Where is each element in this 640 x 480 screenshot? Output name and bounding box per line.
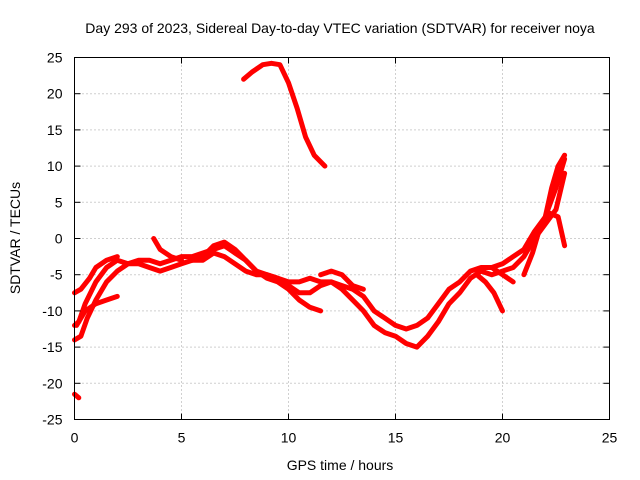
y-tick-label: 25 bbox=[47, 50, 63, 66]
y-tick-label: -10 bbox=[42, 303, 62, 319]
y-tick-label: 0 bbox=[55, 231, 63, 247]
series-arc-7 bbox=[318, 268, 366, 292]
x-tick-label: 15 bbox=[388, 430, 404, 446]
grid-lines bbox=[74, 57, 610, 420]
y-tick-label: 15 bbox=[47, 122, 63, 138]
y-tick-label: -25 bbox=[42, 412, 62, 428]
chart-title: Day 293 of 2023, Sidereal Day-to-day VTE… bbox=[85, 20, 595, 36]
y-tick-label: 20 bbox=[47, 86, 63, 102]
y-tick-label: -15 bbox=[42, 339, 62, 355]
series-arc-9 bbox=[474, 272, 505, 314]
series-arc-13 bbox=[72, 391, 82, 401]
series-arc-10 bbox=[489, 265, 516, 285]
series-arc-3 bbox=[72, 254, 120, 296]
series-arc-5 bbox=[151, 236, 184, 263]
x-axis-label: GPS time / hours bbox=[287, 457, 394, 473]
series-arc-1 bbox=[72, 156, 568, 332]
y-axis-label: SDTVAR / TECUs bbox=[7, 182, 23, 294]
y-tick-label: -5 bbox=[50, 267, 63, 283]
y-tick-label: 10 bbox=[47, 158, 63, 174]
series-arc-6 bbox=[189, 239, 324, 314]
x-tick-label: 5 bbox=[178, 430, 186, 446]
series-arc-12 bbox=[542, 152, 568, 220]
y-tick-label: 5 bbox=[55, 194, 63, 210]
x-tick-label: 10 bbox=[281, 430, 297, 446]
y-tick-label: -20 bbox=[42, 375, 62, 391]
x-tick-label: 20 bbox=[495, 430, 511, 446]
series-arc-2 bbox=[72, 170, 568, 350]
data-series bbox=[72, 60, 568, 401]
x-tick-label: 25 bbox=[602, 430, 618, 446]
axis-ticks: 0 5 10 15 20 25 -25 -20 -15 -10 -5 0 5 10 15 20 25 bbox=[42, 50, 617, 446]
series-arc-4 bbox=[74, 293, 120, 328]
series-arc-8 bbox=[241, 60, 328, 169]
x-tick-label: 0 bbox=[71, 430, 79, 446]
